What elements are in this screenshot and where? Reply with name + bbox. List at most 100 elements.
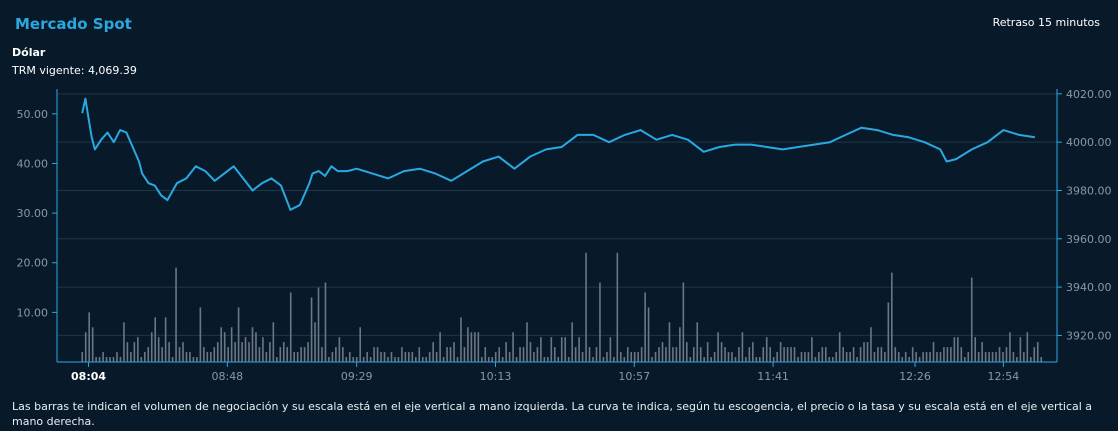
volume-bar: [390, 352, 393, 362]
volume-bar: [581, 352, 584, 362]
volume-bar: [439, 332, 441, 362]
volume-bar: [950, 347, 952, 362]
volume-bar: [866, 342, 869, 362]
volume-bar: [171, 357, 174, 362]
volume-bar: [547, 357, 549, 362]
volume-bar: [421, 357, 424, 362]
volume-bar: [620, 352, 622, 362]
volume-bar: [175, 267, 177, 362]
market-chart[interactable]: 10.00 20.00 30.00 40.00 50.00 3920.00 3940.00 3…: [0, 84, 1118, 394]
x-axis-tick-label: 12:54: [988, 370, 1020, 383]
right-axis-tick-label: 3960.00: [1066, 233, 1112, 246]
volume-bar: [658, 347, 660, 362]
volume-bar: [897, 352, 900, 362]
volume-bar: [359, 327, 362, 362]
volume-bar: [651, 357, 653, 362]
volume-bar: [279, 347, 282, 362]
volume-bar: [498, 347, 500, 362]
volume-bar: [630, 352, 633, 362]
volume-bar: [790, 347, 792, 362]
volume-bar: [772, 357, 775, 362]
volume-bar: [679, 327, 681, 362]
volume-bar: [230, 327, 233, 362]
volume-bar: [748, 347, 751, 362]
volume-bar: [672, 347, 674, 362]
volume-bar: [293, 352, 295, 362]
volume-bar: [918, 357, 921, 362]
volume-bar: [800, 352, 803, 362]
volume-bar: [1016, 357, 1018, 362]
volume-bar: [776, 352, 778, 362]
right-axis-tick-label: 3920.00: [1066, 329, 1112, 342]
x-axis-tick-label: 10:13: [480, 370, 512, 383]
volume-bar: [929, 352, 931, 362]
volume-bar: [574, 347, 577, 362]
volume-bar: [137, 337, 139, 362]
volume-bar: [286, 347, 289, 362]
volume-bar: [856, 357, 858, 362]
volume-bar: [376, 347, 379, 362]
volume-bar: [300, 347, 302, 362]
volume-bar: [647, 307, 650, 362]
volume-bar: [185, 352, 188, 362]
volume-bar: [463, 347, 466, 362]
volume-bar: [157, 337, 160, 362]
x-axis-tick-label: 12:26: [899, 370, 931, 383]
right-axis-tick-label: 4000.00: [1066, 136, 1112, 149]
volume-bar: [578, 337, 580, 362]
volume-bar: [637, 352, 639, 362]
volume-bar: [925, 352, 928, 362]
volume-bar: [1026, 332, 1029, 362]
volume-bar: [825, 347, 827, 362]
volume-bar: [943, 347, 945, 362]
volume-bar: [922, 352, 924, 362]
volume-bar: [505, 342, 507, 362]
volume-bar: [870, 327, 872, 362]
volume-bar: [911, 347, 914, 362]
volume-bar: [331, 352, 334, 362]
volume-bar: [269, 342, 271, 362]
volume-bar: [387, 357, 389, 362]
volume-bar: [602, 357, 605, 362]
volume-bar: [606, 352, 608, 362]
left-axis-tick-label: 10.00: [17, 306, 49, 319]
volume-bar: [317, 287, 320, 362]
volume-bar: [373, 347, 375, 362]
volume-bar: [109, 357, 111, 362]
volume-bar: [223, 332, 226, 362]
volume-bar: [960, 347, 963, 362]
volume-bar: [522, 347, 525, 362]
volume-bar: [1019, 337, 1022, 362]
volume-bar: [609, 337, 612, 362]
price-line: [81, 97, 1036, 211]
volume-bar: [908, 357, 910, 362]
volume-bar: [1009, 332, 1011, 362]
volume-bar: [182, 342, 184, 362]
volume-bar: [411, 352, 414, 362]
volume-bar: [783, 347, 785, 362]
volume-bar: [536, 347, 539, 362]
volume-bar: [164, 317, 167, 362]
volume-bar: [998, 347, 1001, 362]
volume-bar: [713, 352, 716, 362]
volume-bar: [251, 327, 254, 362]
volume-bar: [526, 322, 528, 362]
volume-bar: [762, 347, 765, 362]
volume-bar: [265, 352, 268, 362]
volume-bar: [321, 347, 323, 362]
volume-bar: [161, 347, 163, 362]
x-axis-tick-label: 08:04: [71, 370, 106, 383]
left-axis-tick-label: 20.00: [17, 257, 49, 270]
volume-bar: [838, 332, 841, 362]
x-axis-tick-label: 11:41: [757, 370, 789, 383]
volume-bar: [936, 352, 938, 362]
volume-bar: [828, 357, 831, 362]
volume-bar: [112, 357, 115, 362]
left-axis-tick-label: 30.00: [17, 207, 49, 220]
volume-bar: [467, 327, 469, 362]
volume-bar: [296, 352, 299, 362]
x-axis-tick-label: 08:48: [211, 370, 243, 383]
volume-bar: [435, 352, 438, 362]
volume-bar: [752, 342, 754, 362]
volume-bar: [970, 277, 973, 362]
